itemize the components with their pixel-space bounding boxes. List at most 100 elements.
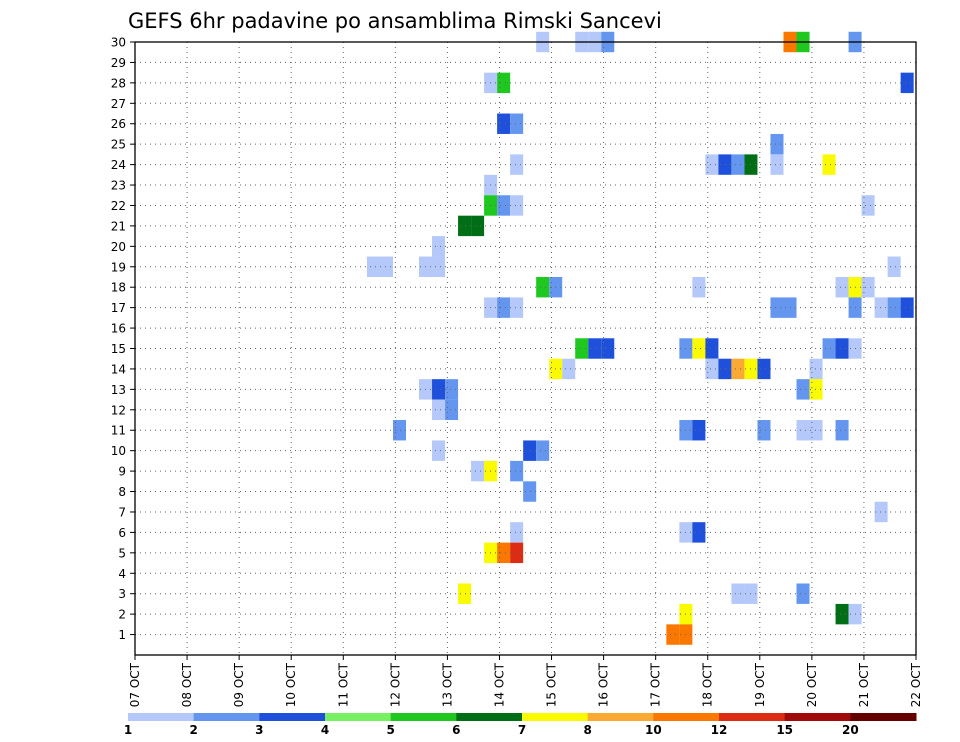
x-tick-label: 14 OCT	[492, 662, 506, 707]
y-axis: 1234567891011121314151617181920212223242…	[111, 36, 135, 642]
heatmap-cell	[432, 256, 446, 277]
y-tick-label: 21	[111, 219, 126, 233]
colorbar-label: 20	[842, 723, 859, 737]
heatmap-cell	[692, 338, 706, 359]
y-tick-label: 7	[118, 505, 126, 519]
x-tick-label: 17 OCT	[649, 662, 663, 707]
heatmap-cell	[432, 236, 446, 257]
heatmap-cell	[575, 338, 589, 359]
heatmap-cell	[835, 420, 849, 441]
colorbar-swatch	[784, 713, 851, 721]
x-tick-label: 08 OCT	[180, 662, 194, 707]
y-tick-label: 29	[111, 56, 126, 70]
y-tick-label: 2	[118, 608, 126, 622]
heatmap-cell	[458, 583, 472, 604]
heatmap-cell	[874, 297, 888, 318]
heatmap-cell	[887, 297, 901, 318]
heatmap-cell	[887, 256, 901, 277]
heatmap-cell	[497, 113, 511, 134]
heatmap-cell	[445, 379, 459, 400]
y-tick-label: 12	[111, 403, 126, 417]
heatmap-cell	[523, 440, 537, 461]
colorbar-label: 1	[124, 723, 132, 737]
y-tick-label: 14	[111, 362, 126, 376]
heatmap-cell	[536, 440, 550, 461]
heatmap-cell	[835, 603, 849, 625]
heatmap-cell	[861, 276, 875, 298]
heatmap-cell	[731, 154, 745, 175]
y-tick-label: 3	[118, 587, 126, 601]
colorbar-swatch	[653, 713, 720, 721]
x-tick-label: 22 OCT	[909, 662, 923, 707]
colorbar-swatch	[456, 713, 523, 721]
heatmap-cell	[510, 154, 524, 175]
heatmap-cell	[809, 358, 823, 380]
x-tick-label: 21 OCT	[857, 662, 871, 707]
y-tick-label: 20	[111, 240, 126, 254]
y-tick-label: 5	[118, 546, 126, 560]
y-tick-label: 17	[111, 301, 126, 315]
heatmap-cell	[692, 276, 706, 298]
y-tick-label: 1	[118, 628, 126, 642]
colorbar-label: 15	[776, 723, 793, 737]
y-tick-label: 22	[111, 199, 126, 213]
heatmap-cell	[796, 583, 810, 604]
x-tick-label: 13 OCT	[440, 662, 454, 707]
heatmap-cell	[510, 542, 524, 564]
heatmap-cell	[822, 338, 836, 359]
heatmap-cell	[692, 420, 706, 441]
heatmap-cell	[692, 522, 706, 543]
y-tick-label: 27	[111, 97, 126, 111]
heatmap-cell	[510, 522, 524, 543]
heatmap-cell	[861, 195, 875, 216]
y-tick-label: 30	[111, 36, 126, 50]
heatmap-cell	[757, 420, 771, 441]
heatmap-cell	[835, 276, 849, 298]
y-tick-label: 4	[118, 567, 126, 581]
heatmap-cell	[770, 133, 784, 155]
chart-title: GEFS 6hr padavine po ansamblima Rimski S…	[128, 9, 662, 33]
colorbar-swatch	[259, 713, 326, 721]
heatmap-cell	[835, 338, 849, 359]
y-tick-label: 13	[111, 383, 126, 397]
heatmap-cell	[497, 542, 511, 564]
x-tick-label: 19 OCT	[753, 662, 767, 707]
colorbar-label: 7	[518, 723, 526, 737]
heatmap-cell	[796, 420, 810, 441]
heatmap-cells	[366, 31, 914, 645]
heatmap-cell	[536, 276, 550, 298]
heatmap-cell	[900, 72, 914, 94]
heatmap-cell	[432, 440, 446, 461]
grid-lines	[135, 41, 916, 655]
heatmap-cell	[497, 297, 511, 318]
colorbar-label: 3	[255, 723, 263, 737]
x-tick-label: 16 OCT	[597, 662, 611, 707]
y-tick-label: 16	[111, 322, 126, 336]
y-tick-label: 23	[111, 179, 126, 193]
heatmap-cell	[497, 72, 511, 94]
y-tick-label: 24	[111, 158, 126, 172]
y-tick-label: 18	[111, 281, 126, 295]
heatmap-cell	[432, 399, 446, 421]
colorbar-label: 4	[321, 723, 329, 737]
heatmap-cell	[458, 215, 472, 237]
x-tick-label: 12 OCT	[388, 662, 402, 707]
y-tick-label: 9	[118, 465, 126, 479]
y-tick-label: 8	[118, 485, 126, 499]
heatmap-cell	[497, 195, 511, 216]
heatmap-cell	[666, 624, 680, 645]
heatmap-cell	[822, 154, 836, 175]
heatmap-cell	[809, 379, 823, 400]
colorbar-swatch	[390, 713, 457, 721]
heatmap-cell	[718, 154, 732, 175]
colorbar-swatch	[193, 713, 260, 721]
y-tick-label: 10	[111, 444, 126, 458]
colorbar: 1 2 3 4 5 6 7 8 10 12 15 20	[124, 713, 917, 737]
y-tick-label: 19	[111, 260, 126, 274]
heatmap-cell	[705, 154, 719, 175]
colorbar-swatch	[719, 713, 786, 721]
colorbar-label: 8	[583, 723, 591, 737]
y-tick-label: 6	[118, 526, 126, 540]
heatmap-cell	[731, 583, 745, 604]
